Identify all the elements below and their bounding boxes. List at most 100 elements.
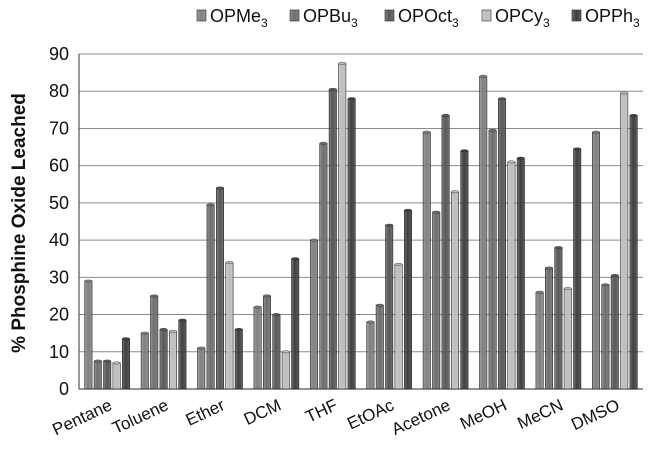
bar-cap [422, 130, 431, 134]
bar-OPPh3-Acetone [460, 150, 469, 390]
bar-OPOct3-EtOAc [385, 224, 394, 390]
bar-OPCy3-Acetone [450, 191, 459, 390]
bar-OPCy3-MeCN [563, 288, 572, 390]
legend-swatch [289, 9, 300, 22]
bar-cap [112, 361, 121, 365]
bar-OPPh3-DCM [291, 258, 300, 390]
bar-cap [629, 114, 638, 117]
bar-cap [432, 210, 441, 214]
y-tick-label: 30 [49, 267, 69, 287]
bar-cap [169, 329, 177, 333]
bar-cap [573, 147, 582, 151]
bar-cap [498, 97, 506, 101]
bar-OPPh3-EtOAc [403, 210, 412, 390]
bar-OPMe3-Pentane [84, 280, 93, 390]
y-axis-title: % Phosphine Oxide Leached [9, 93, 30, 353]
x-tick-label: MeOH [457, 395, 510, 433]
legend-swatch [196, 9, 207, 22]
bar-OPOct3-DMSO [610, 275, 619, 390]
bar-cap [103, 359, 112, 363]
bar-cap [291, 257, 300, 261]
legend-label: OPPh3 [585, 6, 640, 30]
bar-cap [338, 61, 347, 65]
y-tick-label: 60 [49, 156, 69, 176]
bar-OPMe3-DCM [253, 306, 262, 390]
y-tick-label: 90 [49, 44, 69, 64]
bar-OPBu3-DMSO [601, 284, 610, 390]
bar-OPMe3-MeCN [535, 291, 544, 390]
bar-cap [592, 130, 600, 134]
legend-swatch [481, 9, 492, 22]
bar-OPOct3-Acetone [441, 115, 450, 390]
bar-OPCy3-Pentane [112, 362, 121, 390]
bar-OPOct3-DCM [272, 314, 281, 390]
bar-cap [216, 186, 224, 190]
bar-cap [460, 149, 469, 153]
bar-OPCy3-MeOH [507, 161, 516, 390]
bar-cap [140, 331, 149, 335]
bar-cap [150, 294, 159, 298]
y-tick-label: 0 [59, 379, 69, 399]
bar-cap [563, 287, 572, 290]
bar-cap [319, 141, 328, 145]
y-tick-label: 50 [49, 193, 69, 213]
bar-cap [310, 238, 318, 242]
bar-cap [366, 320, 375, 324]
legend-swatch [384, 9, 395, 22]
bar-cap [385, 223, 394, 227]
bar-cap [197, 346, 206, 350]
y-tick-label: 70 [49, 118, 69, 138]
x-tick-label: DCM [241, 395, 284, 429]
bar-OPBu3-THF [319, 143, 328, 390]
bar-OPMe3-THF [309, 239, 318, 390]
legend: OPMe3 OPBu3 OPOct3 OPCy3 OPPh3 [196, 6, 640, 30]
bar-OPCy3-Ether [225, 262, 234, 390]
bar-cap [178, 318, 187, 322]
bar-cap [394, 262, 403, 266]
bar-OPPh3-Pentane [122, 338, 131, 390]
bar-cap [234, 328, 243, 331]
bar-OPPh3-MeOH [516, 157, 525, 390]
x-tick-label: THF [303, 395, 341, 426]
bar-cap [281, 350, 290, 354]
bar-OPOct3-MeCN [554, 247, 563, 390]
bar-cap [263, 294, 271, 298]
bar-cap [535, 290, 544, 294]
bar-OPOct3-MeOH [497, 98, 506, 390]
bar-OPMe3-MeOH [479, 76, 488, 390]
legend-label: OPBu3 [303, 6, 358, 30]
bar-OPOct3-Pentane [103, 360, 112, 390]
x-tick-label: MeCN [514, 395, 566, 433]
bar-OPCy3-Toluene [169, 331, 178, 390]
bar-OPMe3-Toluene [140, 332, 149, 390]
bar-cap [441, 114, 450, 117]
bar-OPBu3-EtOAc [375, 304, 384, 390]
legend-label: OPMe3 [210, 6, 268, 30]
bar-OPMe3-EtOAc [366, 321, 375, 390]
x-tick-label: Pentane [49, 395, 114, 439]
bar-OPCy3-THF [338, 63, 347, 390]
bar-cap [206, 203, 215, 207]
bar-cap [375, 303, 384, 307]
bar-OPPh3-MeCN [573, 148, 582, 390]
bar-cap [488, 128, 497, 132]
y-tick-label: 20 [49, 305, 69, 325]
bar-cap [122, 337, 130, 341]
bar-OPCy3-DMSO [620, 92, 629, 390]
legend-swatch [571, 9, 582, 22]
bar-cap [451, 190, 459, 194]
bar-cap [507, 160, 516, 164]
bar-cap [159, 328, 168, 331]
x-tick-label: Toluene [109, 395, 171, 437]
bar-cap [225, 261, 234, 264]
bar-cap [253, 305, 262, 309]
legend-label: OPCy3 [495, 6, 550, 30]
bars [84, 61, 638, 390]
bar-cap [479, 74, 488, 78]
bar-OPBu3-Ether [206, 204, 215, 390]
bar-cap [554, 246, 563, 249]
bar-OPMe3-DMSO [591, 131, 600, 390]
bar-cap [404, 208, 412, 212]
